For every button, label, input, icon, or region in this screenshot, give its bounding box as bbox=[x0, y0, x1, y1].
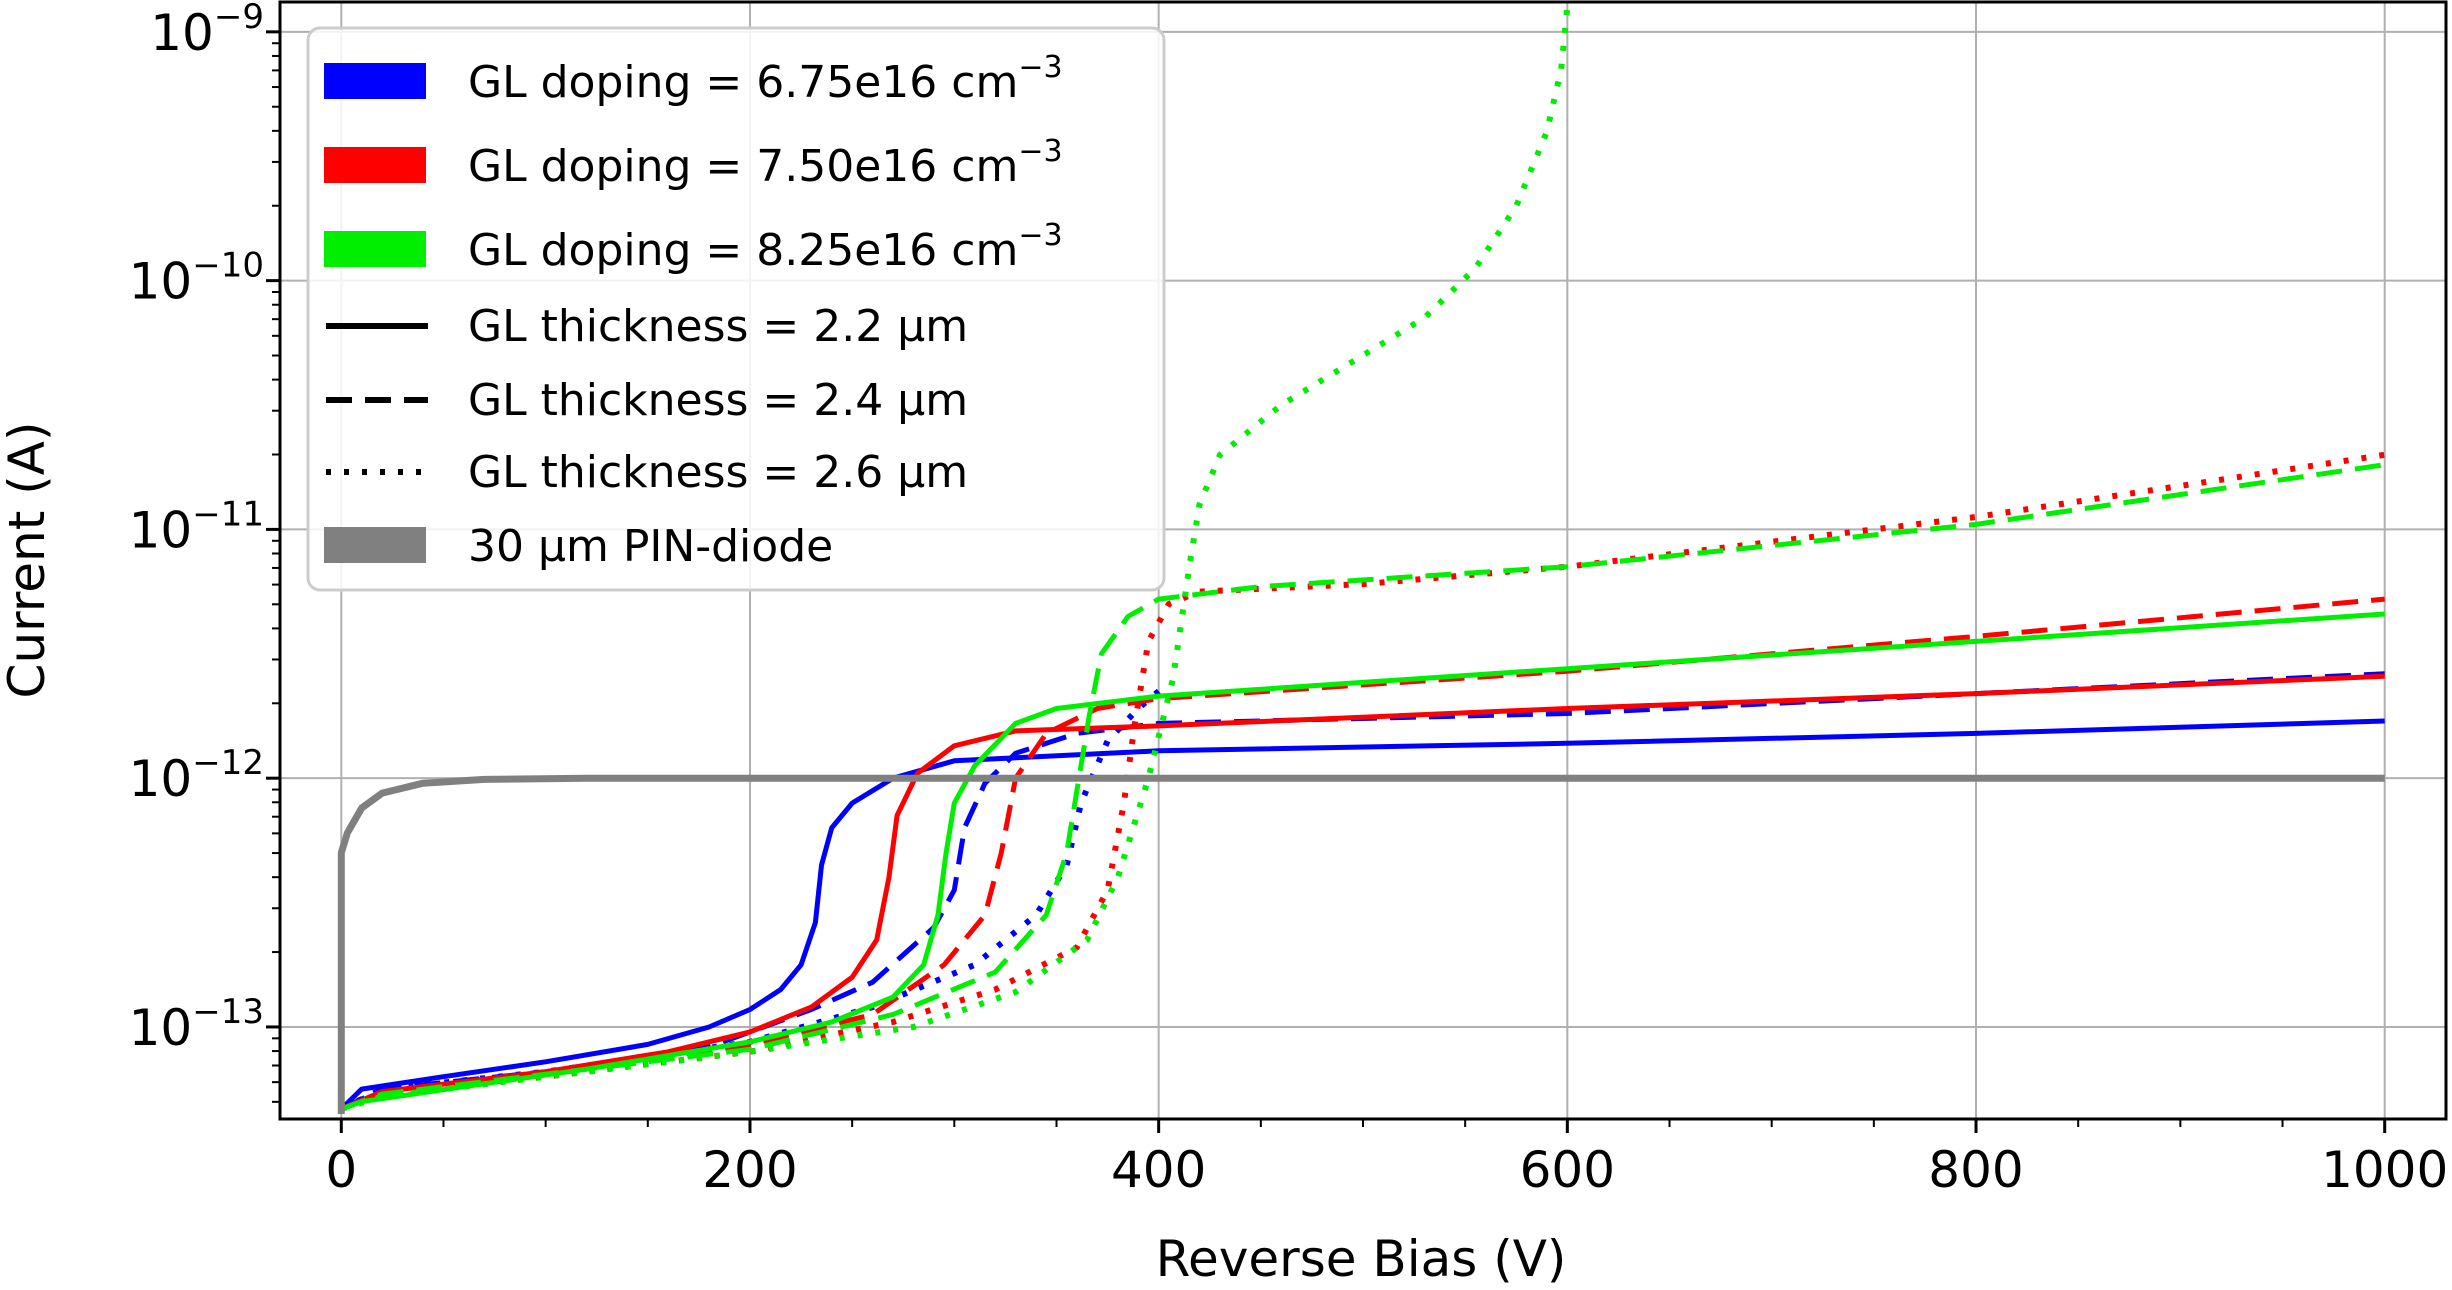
x-tick-label: 200 bbox=[702, 1141, 797, 1199]
x-tick-label: 600 bbox=[1520, 1141, 1615, 1199]
legend-label: GL doping = 8.25e16 cm−3 bbox=[468, 218, 1063, 276]
legend-label: GL thickness = 2.4 µm bbox=[468, 375, 968, 426]
series-line bbox=[340, 462, 2386, 1112]
y-tick-label: 10−12 bbox=[129, 743, 264, 808]
y-tick-label: 10−11 bbox=[129, 494, 264, 559]
series-line bbox=[340, 6, 1571, 1112]
y-tick-label: 10−10 bbox=[129, 246, 264, 311]
legend-label: GL doping = 6.75e16 cm−3 bbox=[468, 50, 1063, 108]
series-line bbox=[340, 611, 2385, 1112]
legend: GL doping = 6.75e16 cm−3 GL doping = 7.50… bbox=[306, 26, 1166, 592]
plot-series bbox=[337, 6, 2386, 1114]
legend-label: GL doping = 7.50e16 cm−3 bbox=[468, 134, 1063, 192]
series-line bbox=[340, 673, 2385, 1112]
legend-swatch bbox=[324, 231, 426, 267]
x-tick-label: 400 bbox=[1111, 1141, 1206, 1199]
y-tick-label: 10−9 bbox=[150, 0, 264, 62]
legend-swatch bbox=[324, 527, 426, 563]
tick-labels: 0 200 400 600 800 1000 10−13 10−12 10−11 10−10 10−… bbox=[129, 0, 2449, 1199]
legend-label: 30 µm PIN-diode bbox=[468, 521, 833, 572]
axis-ticks bbox=[266, 30, 2387, 1133]
y-tick-label: 10−13 bbox=[129, 992, 264, 1057]
legend-box bbox=[306, 26, 1166, 592]
x-axis-label: Reverse Bias (V) bbox=[1156, 1230, 1567, 1288]
legend-swatch bbox=[324, 147, 426, 183]
legend-label: GL thickness = 2.2 µm bbox=[468, 301, 968, 352]
legend-label: GL thickness = 2.6 µm bbox=[468, 447, 968, 498]
x-tick-label: 0 bbox=[325, 1141, 357, 1199]
x-tick-label: 1000 bbox=[2321, 1141, 2448, 1199]
legend-swatch bbox=[324, 63, 426, 99]
series-line bbox=[337, 774, 2385, 1114]
series-line bbox=[339, 718, 2385, 1111]
y-axis-label: Current (A) bbox=[0, 422, 56, 699]
x-tick-label: 800 bbox=[1928, 1141, 2023, 1199]
